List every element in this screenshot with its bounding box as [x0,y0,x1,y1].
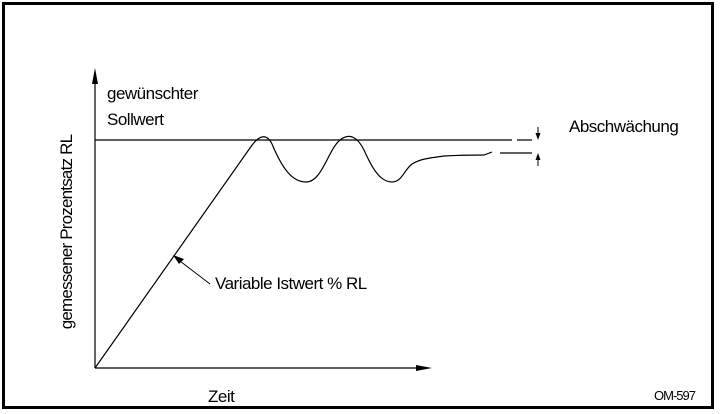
setpoint-label-line2: Sollwert [107,110,164,129]
damping-bottom-arrowhead [535,153,541,160]
damping-top-arrowhead [535,133,541,140]
curve-label: Variable Istwert % RL [215,274,367,293]
x-axis-arrow [416,365,432,371]
y-axis-arrow [92,68,98,84]
curve-label-leader-arrow [173,255,184,264]
figure-id: OM-597 [654,388,696,403]
x-axis-label: Zeit [208,387,235,406]
y-axis-label: gemessener Prozentsatz RL [57,134,76,330]
diagram-frame [2,2,714,409]
damping-label: Abschwächung [569,117,679,136]
setpoint-label-line1: gewünschter [107,84,198,103]
response-curve [94,135,493,369]
curve-label-leader [175,257,211,285]
